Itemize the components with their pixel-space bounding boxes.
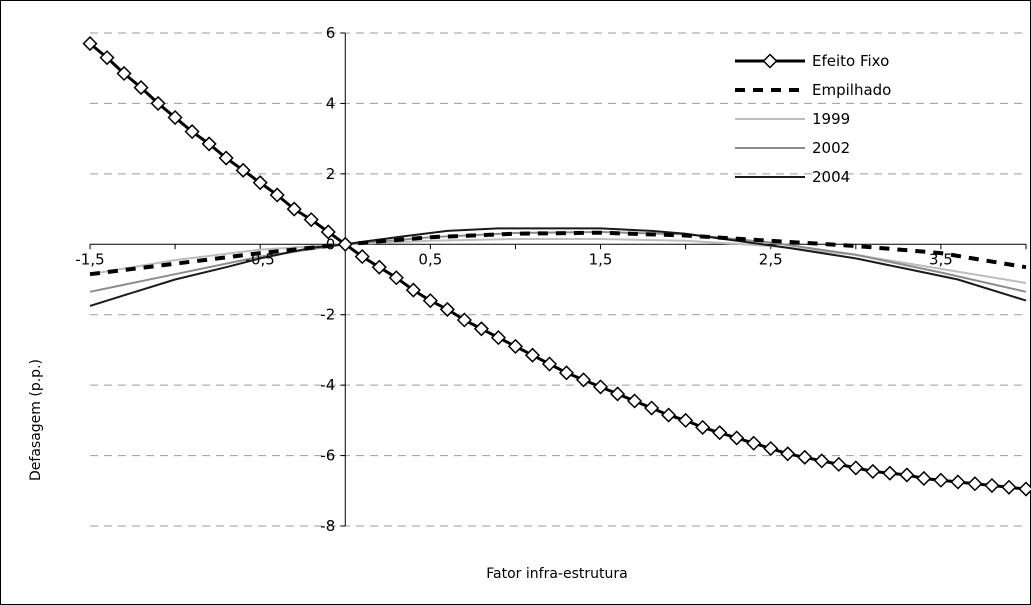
series-point [746, 435, 762, 451]
series-point [984, 477, 1000, 494]
y-tick-label: 4 [326, 94, 336, 112]
series-point [661, 407, 677, 423]
series-point [967, 476, 983, 492]
series-point [405, 282, 421, 298]
series-point [712, 425, 728, 441]
series-line-empilhado [89, 230, 1027, 277]
legend-marker [762, 53, 778, 69]
series-point [558, 365, 575, 381]
x-tick-label: -0,5 [246, 250, 275, 268]
y-tick-label: 6 [326, 24, 336, 42]
y-tick-label: -6 [320, 447, 335, 465]
series-point [882, 465, 898, 481]
legend-label: 2002 [812, 139, 850, 157]
series-point [678, 412, 694, 428]
series-point [1001, 479, 1017, 495]
series-point [218, 150, 234, 166]
series-point [610, 386, 626, 402]
series-point [575, 372, 592, 388]
axes [89, 32, 1027, 527]
series-point [133, 80, 149, 96]
series-line-2004 [89, 227, 1027, 307]
series-point [337, 236, 353, 252]
legend-label: Efeito Fixo [812, 52, 889, 70]
series-point [371, 259, 387, 275]
y-tick-label: -4 [320, 376, 335, 394]
series-point [269, 187, 285, 203]
series-point [252, 175, 268, 191]
series-point [644, 400, 660, 416]
x-axis-title: Fator infra-estrutura [486, 566, 627, 582]
series-point [490, 330, 506, 346]
series-point [388, 270, 404, 286]
series-point [541, 356, 558, 372]
series-point [354, 249, 370, 265]
series-point [933, 472, 949, 488]
x-tick-label: -1,5 [75, 250, 104, 268]
series-point [524, 347, 541, 363]
series-point [950, 474, 966, 490]
y-tick-label: -2 [320, 306, 335, 324]
series-point [763, 440, 779, 457]
series-point [592, 379, 609, 395]
series-point [184, 124, 200, 140]
series-point [729, 430, 745, 446]
series-point [865, 463, 881, 479]
x-tick-label: 3,5 [929, 250, 953, 268]
series-point [831, 456, 847, 472]
series-point [797, 449, 813, 465]
series-point [507, 338, 524, 354]
series-point [695, 419, 711, 435]
series-point [916, 470, 932, 487]
y-tick-label: 2 [326, 165, 336, 183]
series-point [150, 95, 166, 111]
gridlines [90, 32, 1026, 527]
series-point [201, 136, 217, 152]
y-tick-label: 0 [326, 235, 336, 253]
y-axis-title: Defasagem (p.p.) [28, 359, 44, 481]
legend: Efeito Fixo Empilhado 1999 2002 2004 [735, 52, 891, 186]
series-point [456, 312, 472, 328]
x-tick-label: 1,5 [589, 250, 613, 268]
series-point [422, 293, 438, 309]
series-point [899, 467, 915, 483]
series-point [82, 36, 98, 52]
legend-label: Empilhado [812, 81, 891, 99]
series-point [320, 224, 336, 240]
series-line-2002 [89, 231, 1027, 293]
series-point [286, 201, 302, 217]
series-point [167, 109, 183, 126]
series-point [235, 162, 251, 178]
tick-labels: 6 4 2 0 -2 -4 -6 -8 -1,5 -0,5 0,5 1,5 2,5 3,5 [75, 24, 952, 535]
legend-label: 2004 [812, 168, 850, 186]
series-point [99, 50, 115, 66]
x-tick-label: 2,5 [759, 250, 783, 268]
series-point [303, 212, 319, 228]
y-tick-label: -8 [320, 517, 335, 535]
series-point [1018, 481, 1031, 497]
series-point [473, 321, 489, 337]
series-point [627, 393, 643, 409]
series-point [814, 453, 830, 469]
series-layer [82, 36, 1031, 497]
x-tick-label: 0,5 [418, 250, 442, 268]
series-point [116, 65, 132, 82]
series-point [780, 446, 796, 462]
legend-label: 1999 [812, 110, 850, 128]
series-point [439, 301, 455, 317]
series-point [848, 460, 864, 476]
